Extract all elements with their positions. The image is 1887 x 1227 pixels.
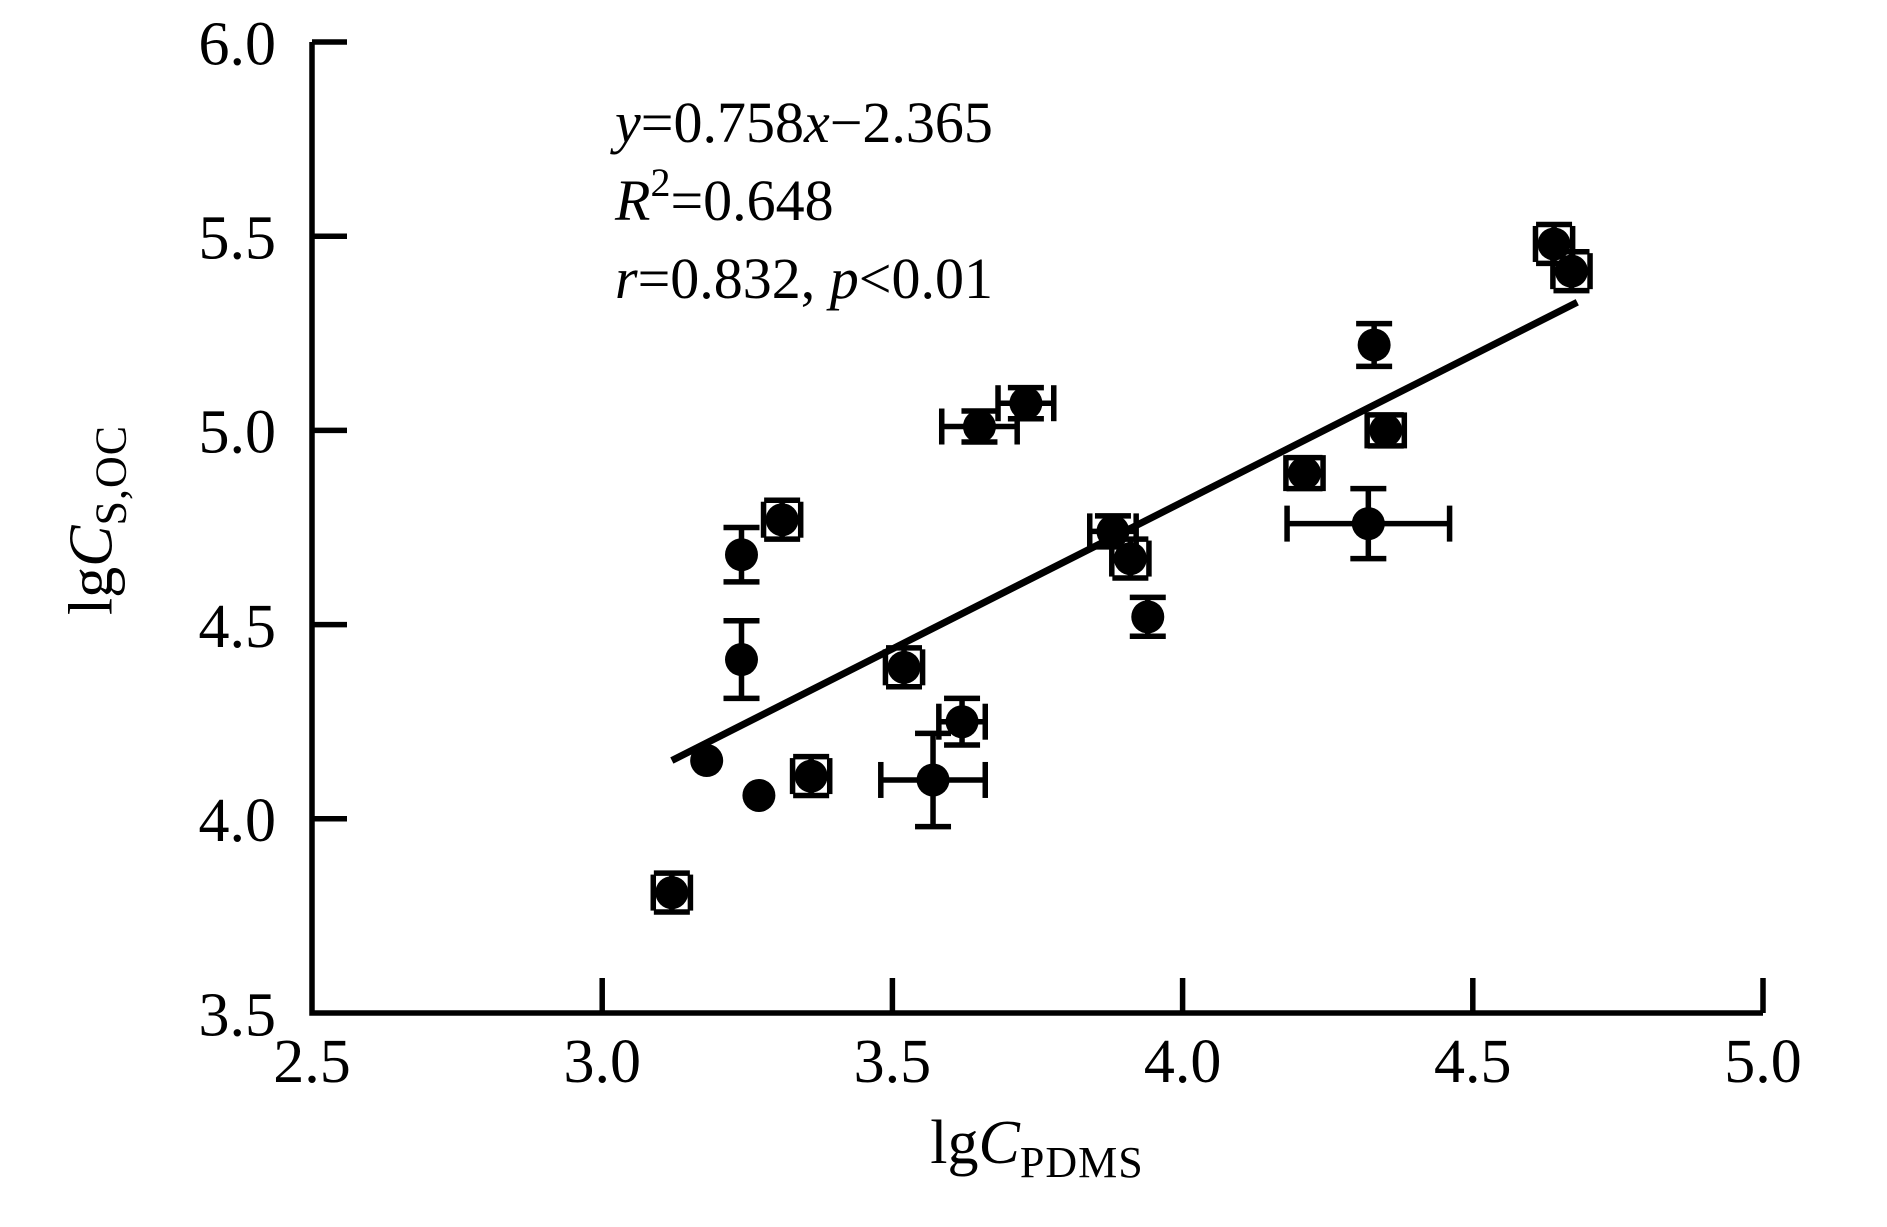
y-axis-title-subscript: S,OC: [86, 424, 136, 526]
data-point-marker: [1357, 328, 1391, 362]
y-tick-label: 3.5: [199, 981, 277, 1049]
data-point: [1364, 412, 1408, 449]
data-point: [760, 497, 804, 542]
data-point: [938, 408, 1020, 445]
y-tick-label: 4.0: [199, 787, 277, 855]
x-axis-title-symbol: C: [978, 1109, 1020, 1177]
x-tick-label: 2.5: [273, 1028, 351, 1096]
annotation-line: R2=0.648: [614, 160, 834, 233]
x-tick-label: 4.0: [1144, 1028, 1222, 1096]
y-axis-title-symbol: C: [57, 525, 126, 567]
data-point-marker: [1554, 254, 1588, 288]
annotation-line: r=0.832, p<0.01: [615, 246, 993, 311]
data-point-marker: [1009, 386, 1043, 420]
y-axis-title: lgCS,OC: [57, 424, 136, 616]
data-point-marker: [1287, 456, 1321, 490]
data-point-marker: [887, 650, 921, 684]
data-point: [742, 778, 776, 812]
data-point: [690, 744, 724, 778]
x-axis-title: lgCPDMS: [930, 1112, 1143, 1185]
y-tick-label: 5.0: [199, 399, 277, 467]
y-tick-label: 6.0: [199, 10, 277, 78]
data-point: [1129, 594, 1166, 640]
data-point-marker: [1369, 413, 1403, 447]
annotation-line: y=0.758x−2.365: [610, 90, 993, 155]
data-point: [723, 524, 760, 585]
data-point-marker: [690, 744, 724, 778]
data-point: [1356, 320, 1393, 370]
data-point-marker: [724, 538, 758, 572]
data-point: [936, 695, 989, 748]
y-tick-label: 5.5: [199, 205, 277, 273]
data-point-marker: [945, 705, 979, 739]
data-point-marker: [962, 410, 996, 444]
data-point-marker: [1131, 600, 1165, 634]
data-point-marker: [724, 643, 758, 677]
y-axis-title-prefix: lg: [57, 566, 126, 616]
data-point: [650, 870, 694, 915]
data-point-marker: [916, 763, 950, 797]
data-point: [995, 384, 1057, 422]
data-point: [723, 617, 760, 702]
x-axis-title-subscript: PDMS: [1019, 1138, 1144, 1187]
data-point: [789, 753, 833, 799]
data-point-marker: [765, 503, 799, 537]
y-tick-label: 4.5: [199, 593, 277, 661]
x-axis-title-prefix: lg: [930, 1109, 979, 1177]
data-point: [1283, 454, 1326, 492]
data-point: [1284, 485, 1453, 562]
x-tick-label: 5.0: [1724, 1028, 1802, 1096]
x-tick-label: 3.5: [854, 1028, 932, 1096]
data-point-marker: [655, 876, 689, 910]
axis-frame: [309, 42, 1763, 1016]
x-tick-label: 3.0: [563, 1028, 641, 1096]
data-point: [882, 645, 926, 690]
data-point-marker: [742, 778, 776, 812]
data-point-marker: [1113, 542, 1147, 576]
data-point-marker: [794, 759, 828, 793]
data-point-marker: [1351, 507, 1385, 541]
data-point: [878, 730, 989, 830]
data-point: [1550, 248, 1593, 294]
x-tick-label: 4.5: [1434, 1028, 1512, 1096]
data-point: [1109, 536, 1152, 581]
